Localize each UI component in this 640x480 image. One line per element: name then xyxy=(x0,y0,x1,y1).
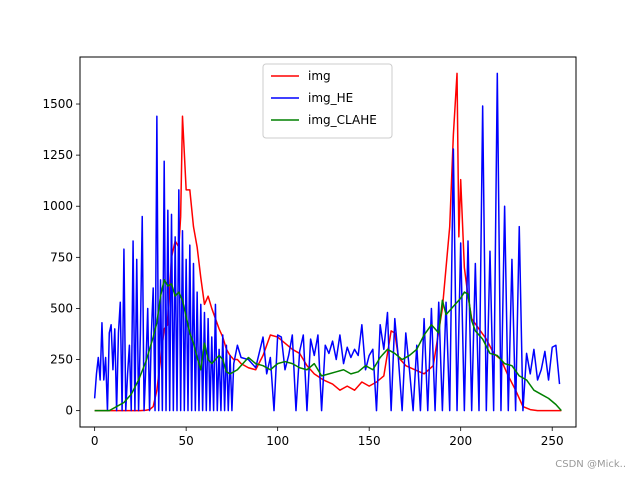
y-tick-label: 0 xyxy=(65,404,73,418)
x-tick-label: 0 xyxy=(91,434,99,448)
series-layer xyxy=(93,72,562,412)
y-axis: 0 250 500 750 1000 1250 1500 xyxy=(42,97,80,418)
legend-label: img xyxy=(308,69,331,83)
x-tick-label: 200 xyxy=(449,434,472,448)
watermark: CSDN @Mick.. xyxy=(555,459,626,470)
y-tick-label: 250 xyxy=(50,353,73,367)
x-tick-label: 150 xyxy=(358,434,381,448)
legend-label: img_HE xyxy=(308,91,353,105)
y-tick-label: 1500 xyxy=(42,97,73,111)
y-tick-label: 750 xyxy=(50,250,73,264)
series-line-img-clahe xyxy=(94,279,562,412)
y-tick-label: 1250 xyxy=(42,148,73,162)
y-tick-label: 1000 xyxy=(42,199,73,213)
legend-label: img_CLAHE xyxy=(308,113,377,127)
legend: img img_HE img_CLAHE xyxy=(262,63,393,139)
x-tick-label: 100 xyxy=(266,434,289,448)
series-line-img-he xyxy=(93,72,561,412)
y-tick-label: 500 xyxy=(50,301,73,315)
x-tick-label: 50 xyxy=(179,434,194,448)
x-axis: 0 50 100 150 200 250 xyxy=(91,427,564,448)
x-tick-label: 250 xyxy=(541,434,564,448)
plot-frame xyxy=(79,56,577,428)
